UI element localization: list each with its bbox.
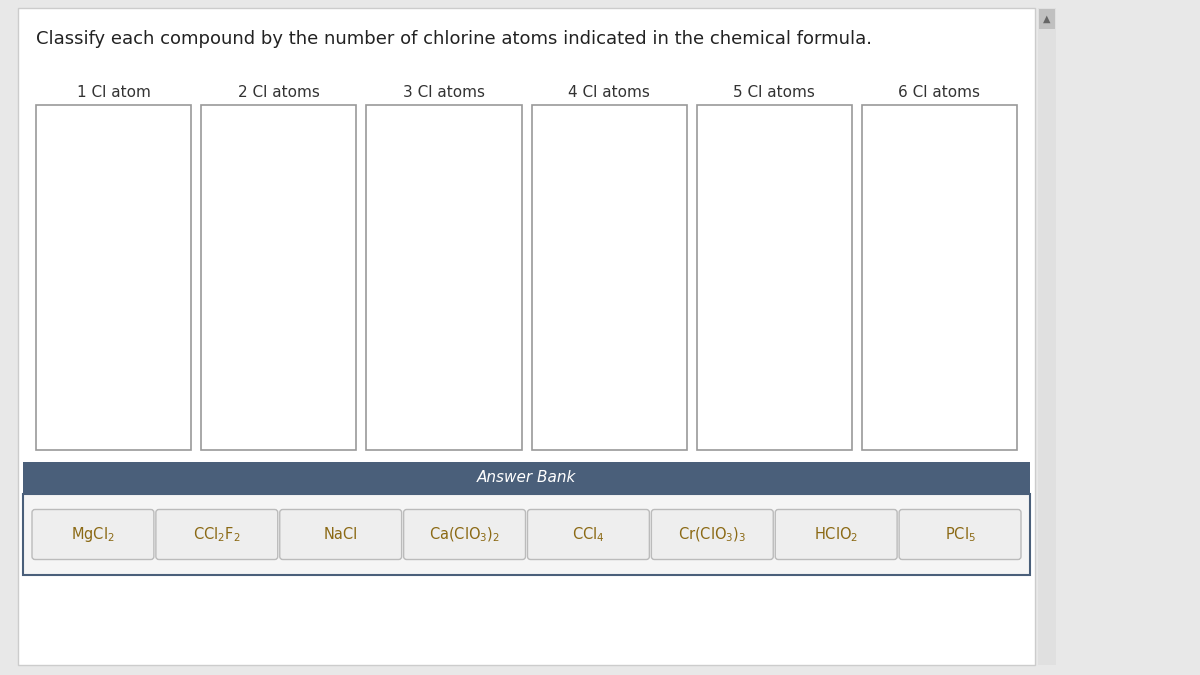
Text: 3 Cl atoms: 3 Cl atoms bbox=[403, 85, 485, 100]
FancyBboxPatch shape bbox=[32, 510, 154, 560]
Bar bbox=[697, 105, 852, 450]
Text: CCl$_2$F$_2$: CCl$_2$F$_2$ bbox=[193, 525, 240, 544]
Text: Ca(ClO$_3$)$_2$: Ca(ClO$_3$)$_2$ bbox=[430, 525, 500, 543]
Bar bbox=[36, 105, 191, 450]
Text: 6 Cl atoms: 6 Cl atoms bbox=[899, 85, 980, 100]
Bar bbox=[532, 105, 686, 450]
Text: 4 Cl atoms: 4 Cl atoms bbox=[568, 85, 650, 100]
Text: CCl$_4$: CCl$_4$ bbox=[572, 525, 605, 544]
FancyBboxPatch shape bbox=[528, 510, 649, 560]
Text: NaCl: NaCl bbox=[324, 527, 358, 542]
FancyBboxPatch shape bbox=[156, 510, 277, 560]
Text: ▲: ▲ bbox=[1043, 14, 1051, 24]
Text: 1 Cl atom: 1 Cl atom bbox=[77, 85, 150, 100]
Bar bbox=[1038, 8, 1056, 665]
Text: Cr(ClO$_3$)$_3$: Cr(ClO$_3$)$_3$ bbox=[678, 525, 746, 543]
FancyBboxPatch shape bbox=[899, 510, 1021, 560]
Text: 2 Cl atoms: 2 Cl atoms bbox=[238, 85, 319, 100]
Text: HClO$_2$: HClO$_2$ bbox=[814, 525, 858, 544]
Text: Answer Bank: Answer Bank bbox=[476, 470, 576, 485]
FancyBboxPatch shape bbox=[403, 510, 526, 560]
Bar bbox=[23, 494, 1030, 575]
Text: PCl$_5$: PCl$_5$ bbox=[944, 525, 976, 544]
FancyBboxPatch shape bbox=[652, 510, 773, 560]
Bar bbox=[1039, 9, 1055, 29]
Bar bbox=[18, 8, 1034, 665]
Text: 5 Cl atoms: 5 Cl atoms bbox=[733, 85, 815, 100]
Bar bbox=[23, 462, 1030, 494]
Text: MgCl$_2$: MgCl$_2$ bbox=[71, 525, 115, 544]
FancyBboxPatch shape bbox=[775, 510, 898, 560]
Bar bbox=[202, 105, 356, 450]
Bar bbox=[366, 105, 522, 450]
Bar bbox=[862, 105, 1016, 450]
FancyBboxPatch shape bbox=[280, 510, 402, 560]
Text: Classify each compound by the number of chlorine atoms indicated in the chemical: Classify each compound by the number of … bbox=[36, 30, 872, 48]
